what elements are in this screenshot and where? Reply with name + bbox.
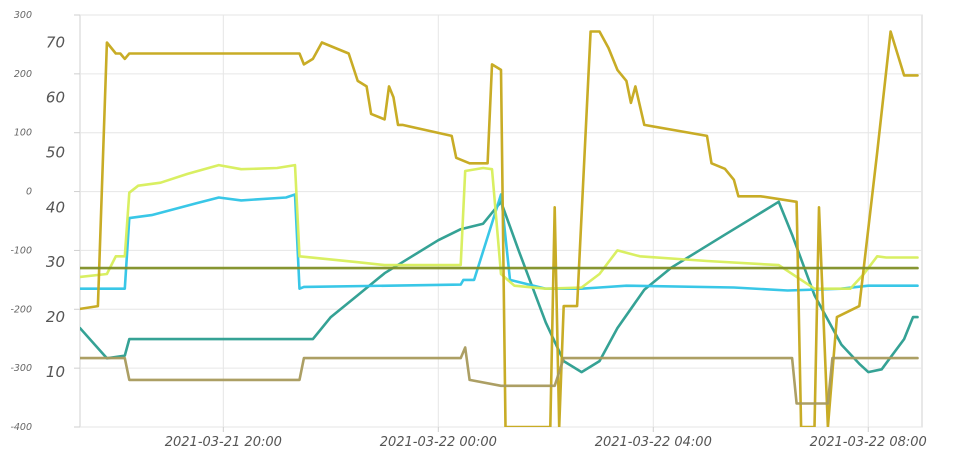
x-tick-label: 2021-03-21 20:00 (165, 435, 282, 450)
x-tick-label: 2021-03-22 04:00 (595, 435, 712, 450)
y-left-tick-label: 300 (14, 10, 32, 21)
series-line-2 (80, 193, 919, 292)
y-left-tick-label: -200 (10, 304, 32, 315)
y-left-tick-label: 100 (14, 128, 32, 139)
y-right-tick-label: 20 (46, 308, 65, 326)
series-line-5 (80, 346, 919, 405)
y-left-tick-label: -100 (10, 245, 32, 256)
y-right-tick-label: 30 (46, 253, 65, 271)
y-left-tick-label: 200 (14, 69, 32, 80)
x-tick-label: 2021-03-22 00:00 (380, 435, 497, 450)
x-tick-label: 2021-03-22 08:00 (810, 435, 927, 450)
y-right-tick-label: 60 (46, 88, 65, 106)
y-left-tick-label: -400 (10, 422, 32, 433)
y-left-tick-label: 0 (26, 187, 32, 198)
series-line-4 (80, 30, 919, 427)
y-right-tick-label: 40 (46, 198, 65, 216)
y-right-tick-label: 70 (46, 33, 65, 51)
y-right-tick-label: 10 (46, 363, 65, 381)
y-left-tick-label: -300 (10, 363, 32, 374)
axes: 300 200 100 0 -100 -200 -300 -400 70 60 50 40 30 20 10… (10, 10, 926, 450)
series-line-1 (80, 200, 919, 374)
series-layer (80, 30, 919, 427)
y-right-tick-label: 50 (46, 143, 65, 161)
series-line-3 (80, 163, 919, 291)
